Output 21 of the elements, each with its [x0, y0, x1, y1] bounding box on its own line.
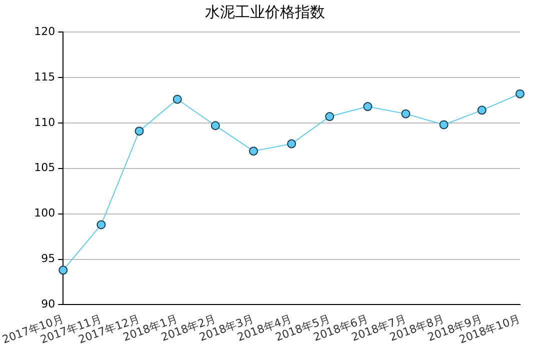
point: [516, 89, 524, 98]
point: [210, 121, 220, 130]
y-tick-label: 110: [34, 116, 56, 129]
y-tick-label: 90: [41, 298, 56, 311]
point: [477, 106, 486, 115]
point: [248, 146, 258, 156]
point: [172, 94, 182, 104]
point: [439, 120, 448, 130]
chart-title: 水泥工业价格指数: [205, 2, 325, 21]
point: [363, 102, 372, 112]
point: [58, 266, 68, 275]
point: [96, 220, 106, 230]
y-tick-label: 115: [34, 70, 56, 84]
y-tick-label: 95: [41, 252, 56, 266]
y-tick-label: 105: [34, 161, 56, 174]
point: [287, 139, 296, 148]
y-tick-label: 120: [34, 24, 56, 38]
point: [325, 112, 334, 122]
point: [401, 109, 410, 118]
point: [134, 126, 144, 136]
y-tick-label: 100: [34, 206, 56, 220]
